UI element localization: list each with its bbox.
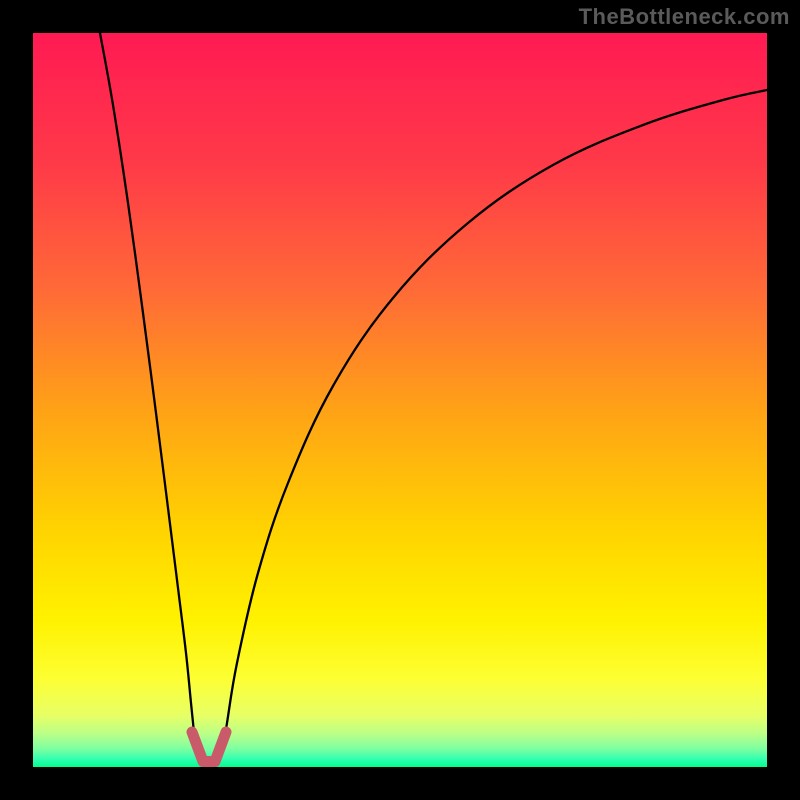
- attribution-text: TheBottleneck.com: [579, 4, 790, 30]
- figure-root: TheBottleneck.com: [0, 0, 800, 800]
- plot-area: [33, 33, 767, 767]
- v-marker: [33, 33, 767, 767]
- v-marker-path: [192, 732, 226, 762]
